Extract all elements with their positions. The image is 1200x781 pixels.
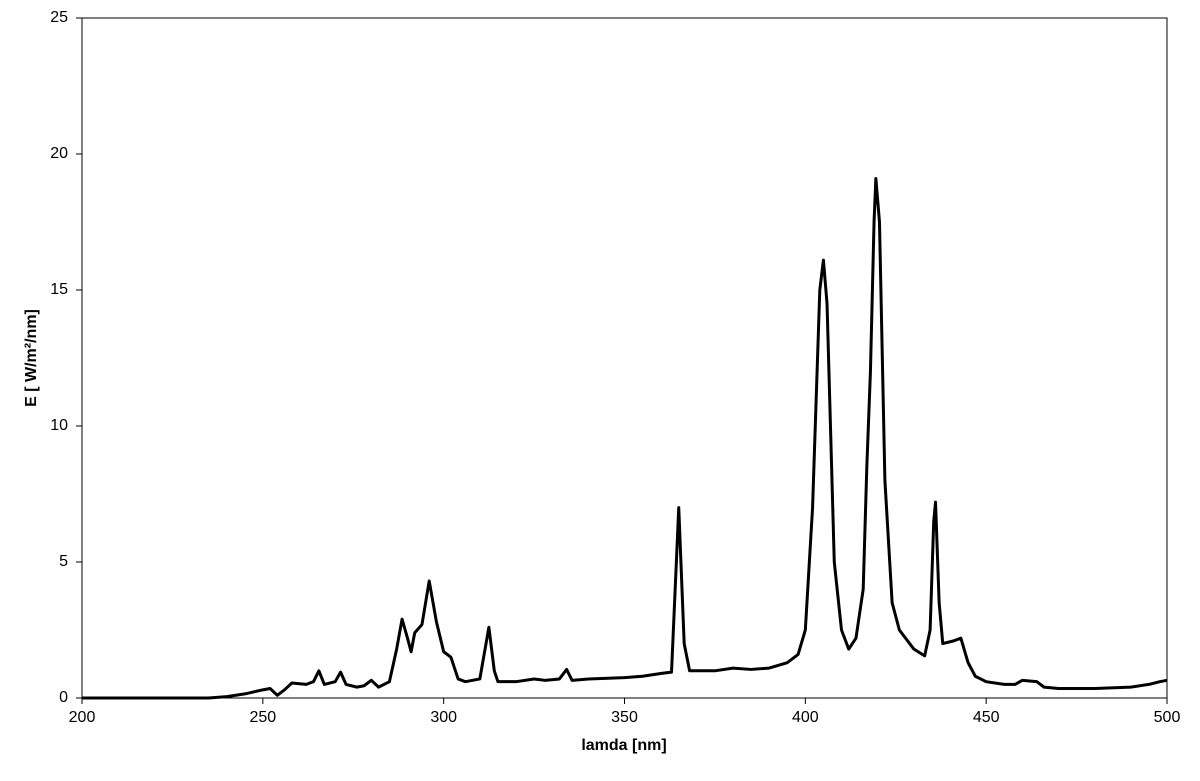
y-tick-label: 15 [50,281,68,298]
y-tick-label: 25 [50,9,68,26]
spectrum-line [82,176,1168,700]
x-tick-label: 400 [792,709,819,726]
x-tick-label: 450 [973,709,1000,726]
x-tick-label: 250 [249,709,276,726]
y-tick-label: 0 [59,689,68,706]
x-tick-label: 200 [69,709,96,726]
y-tick-label: 20 [50,145,68,162]
y-tick-label: 10 [50,417,68,434]
x-tick-label: 500 [1154,709,1181,726]
x-tick-label: 350 [611,709,638,726]
x-tick-label: 300 [430,709,457,726]
y-tick-label: 5 [59,553,68,570]
y-axis-title: E [ W/m²/nm] [23,309,40,407]
plot-frame [81,17,1168,699]
x-axis-title: lamda [nm] [581,737,666,754]
